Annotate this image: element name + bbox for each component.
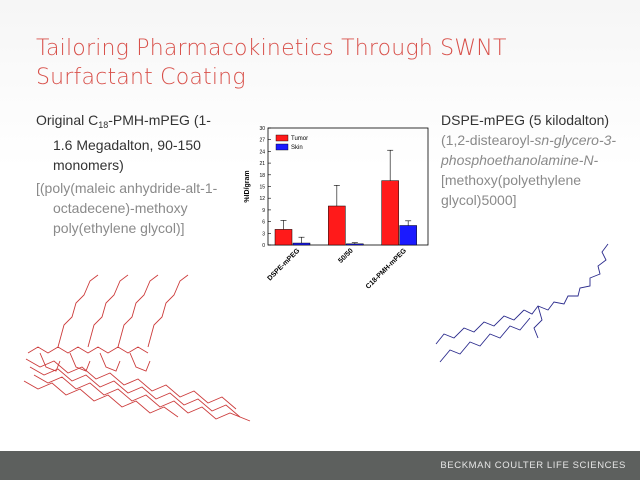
peg-chain <box>523 243 609 315</box>
left-line-1: Original C18-PMH-mPEG (1- <box>36 110 236 135</box>
right-gray-3: [methoxy(polyethylene <box>441 172 582 188</box>
bar-skin <box>346 243 364 246</box>
ring-4 <box>129 352 151 372</box>
y-tick-label: 15 <box>259 185 265 191</box>
slide-title: Tailoring Pharmacokinetics Through SWNT … <box>36 34 616 92</box>
x-tick-label: 50/50 <box>337 247 354 264</box>
headgroup <box>533 305 543 339</box>
peg-arm-4 <box>147 274 189 348</box>
alkyl-chain-1 <box>25 358 237 410</box>
right-gray-2-italic: phosphoethanolamine-N- <box>441 152 599 168</box>
title-line-2: Surfactant Coating <box>36 65 246 90</box>
alkyl-chain-3 <box>33 374 251 422</box>
title-line-1: Tailoring Pharmacokinetics Through SWNT <box>36 36 507 61</box>
pmh-backbone <box>27 346 149 354</box>
left-line-1-pre: Original C <box>36 112 99 128</box>
ring-1 <box>39 352 61 372</box>
left-gray-3: poly(ethylene glycol)] <box>53 220 185 236</box>
y-tick-label: 9 <box>262 208 265 214</box>
alkyl-chain-2 <box>29 366 241 418</box>
y-tick-label: 30 <box>259 126 265 132</box>
bar-tumor <box>381 180 399 246</box>
x-tick-label: DSPE-mPEG <box>266 247 301 282</box>
y-tick-label: 12 <box>259 196 265 202</box>
bar-tumor <box>274 229 293 246</box>
alkyl-chain-4 <box>23 380 179 418</box>
legend-swatch-tumor <box>275 134 289 142</box>
y-tick-label: 18 <box>259 173 265 179</box>
y-tick-label: 21 <box>259 161 265 167</box>
peg-arm-3 <box>117 274 159 348</box>
left-line-1-sub: 18 <box>98 120 109 130</box>
y-axis-label: %ID/gram <box>244 170 251 202</box>
x-tick-label: C18-PMH-mPEG <box>365 247 409 291</box>
bar-skin <box>399 225 417 246</box>
left-line-3: monomers) <box>53 157 124 173</box>
peg-arm-1 <box>57 274 99 348</box>
y-tick-label: 27 <box>259 138 265 144</box>
peg-arm-2 <box>87 274 129 348</box>
y-tick-label: 0 <box>262 243 265 249</box>
y-tick-label: 24 <box>259 149 265 155</box>
left-line-1-post: -PMH-mPEG (1- <box>108 112 211 128</box>
right-gray-1-italic: sn-glycero-3- <box>534 132 617 148</box>
lipid-tail-2 <box>439 317 531 363</box>
footer-brand: BECKMAN COULTER LIFE SCIENCES <box>440 460 626 471</box>
legend-label-skin: Skin <box>291 145 303 151</box>
right-description: DSPE-mPEG (5 kilodalton) (1,2-distearoyl… <box>441 110 631 210</box>
right-gray-1: (1,2-distearoyl-sn-glycero-3- <box>441 130 631 150</box>
bar-tumor <box>328 205 346 246</box>
right-gray-4: glycol)5000] <box>441 192 517 208</box>
y-tick-label: 6 <box>262 220 265 226</box>
left-line-2: 1.6 Megadalton, 90-150 <box>53 137 201 153</box>
left-description: Original C18-PMH-mPEG (1- 1.6 Megadalton… <box>36 110 236 238</box>
ring-3 <box>99 352 121 372</box>
right-gray-2: phosphoethanolamine-N- <box>441 150 631 170</box>
legend-swatch-skin <box>275 143 289 151</box>
footer-bar: BECKMAN COULTER LIFE SCIENCES <box>0 451 640 480</box>
ring-2 <box>69 352 91 372</box>
bar-chart: 0 3 6 9 12 15 18 21 24 27 30 %ID/gram DSPE-mPEG 50/50… <box>244 126 429 291</box>
y-tick-label: 3 <box>262 231 265 237</box>
left-gray-2: octadecene)-methoxy <box>53 200 188 216</box>
right-line-1: DSPE-mPEG (5 kilodalton) <box>441 112 610 128</box>
left-gray-1: [(poly(maleic anhydride-alt-1- <box>36 180 218 196</box>
right-gray-1-plain: (1,2-distearoyl- <box>441 132 535 148</box>
bar-skin <box>292 242 311 246</box>
legend-label-tumor: Tumor <box>291 136 308 142</box>
dspe-mpeg-structure-image <box>435 243 609 363</box>
lipid-tail-1 <box>435 309 525 345</box>
pmh-mpeg-structure-image <box>23 274 251 422</box>
